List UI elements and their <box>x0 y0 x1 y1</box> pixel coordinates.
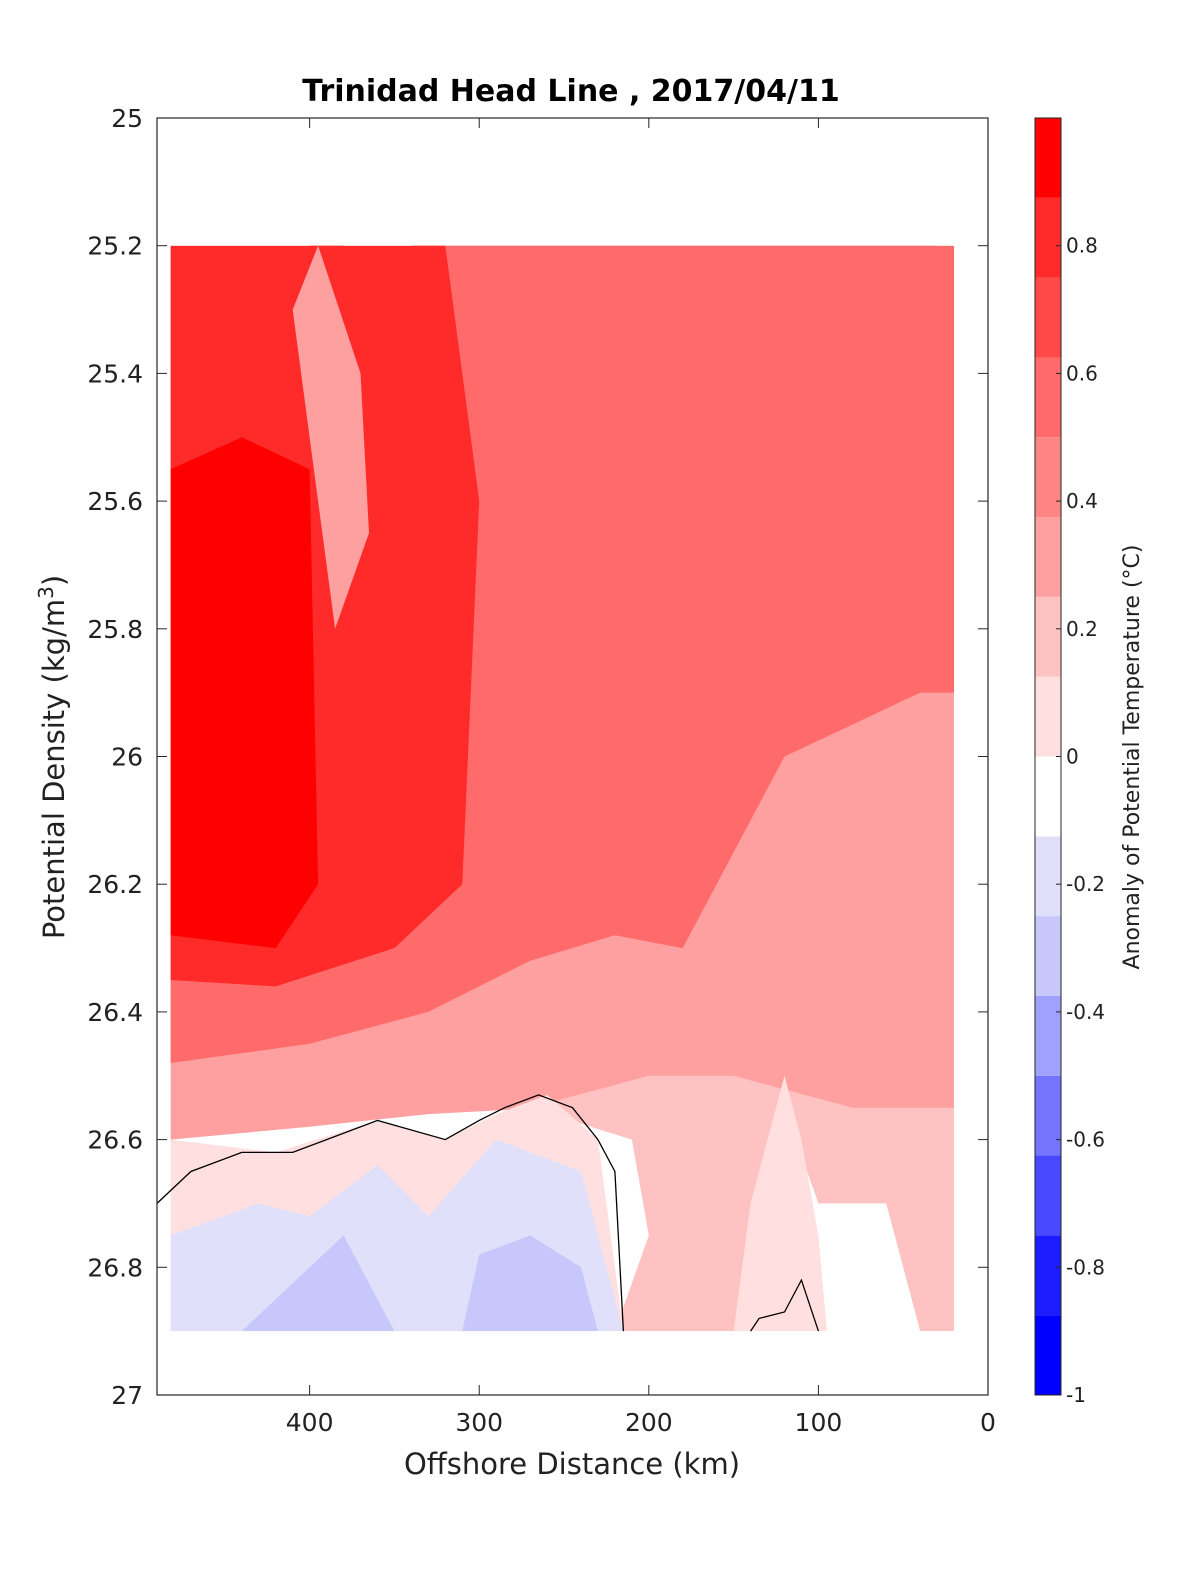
colorbar-tick-label: 0.6 <box>1066 361 1098 385</box>
y-axis-label-superscript: 3 <box>34 586 58 599</box>
y-tick-label: 25.6 <box>87 487 143 516</box>
y-axis-label-main: Potential Density (kg/m <box>37 599 71 939</box>
no-data-left-mask <box>157 118 171 1332</box>
contour-region-10 <box>733 1075 827 1332</box>
no-data-bottom-mask <box>157 1331 988 1395</box>
y-tick-label: 25.2 <box>87 232 143 261</box>
y-tick-label: 26.6 <box>87 1126 143 1155</box>
y-tick-label: 25 <box>111 104 143 133</box>
x-tick-label: 200 <box>625 1408 673 1437</box>
colorbar-swatch <box>1035 995 1061 1076</box>
chart-title: Trinidad Head Line , 2017/04/11 <box>302 74 839 109</box>
colorbar-swatch <box>1035 1235 1061 1316</box>
x-tick-label: 400 <box>286 1408 334 1437</box>
colorbar-tick-label: 0.2 <box>1066 617 1098 641</box>
contour-region-8 <box>241 1235 395 1332</box>
colorbar-swatches <box>1035 118 1061 1395</box>
colorbar-tick-label: -1 <box>1066 1383 1086 1407</box>
contour-region-9 <box>462 1235 598 1332</box>
x-ticks: 400 300 200 100 0 <box>286 118 996 1437</box>
y-tick-label: 26.8 <box>87 1253 143 1282</box>
colorbar-swatch <box>1035 277 1061 358</box>
colorbar-swatch <box>1035 357 1061 438</box>
x-axis-label: Offshore Distance (km) <box>404 1447 740 1481</box>
colorbar-swatch <box>1035 197 1061 278</box>
colorbar-label: Anomaly of Potential Temperature (°C) <box>1120 545 1145 970</box>
contour-region-5 <box>530 1075 955 1332</box>
y-tick-label: 26.4 <box>87 998 143 1027</box>
y-tick-label: 26.2 <box>87 870 143 899</box>
colorbar-tick-label: -0.8 <box>1066 1255 1105 1279</box>
colorbar-swatch <box>1035 1315 1061 1395</box>
colorbar-frame <box>1034 117 1062 1396</box>
colorbar-swatch <box>1035 756 1061 837</box>
no-data-top-mask <box>157 118 988 246</box>
contour-region-4 <box>292 245 369 629</box>
colorbar-swatch <box>1035 1155 1061 1236</box>
colorbar-tick-label: 0 <box>1066 745 1079 769</box>
y-ticks: 25 25.2 25.4 25.6 25.8 26 26.2 26.4 26.6 26.8 27 <box>87 104 988 1410</box>
y-tick-label: 27 <box>111 1381 143 1410</box>
x-tick-label: 100 <box>795 1408 843 1437</box>
zero-contour-line-1 <box>750 1278 820 1332</box>
colorbar-swatch <box>1035 118 1061 198</box>
colorbar-ticks: 0.8 0.6 0.4 0.2 0 -0.2 -0.4 -0.6 -0.8 -1 <box>1056 234 1105 1407</box>
colorbar-swatch <box>1035 596 1061 677</box>
contour-fills <box>157 118 988 1395</box>
y-tick-label: 25.8 <box>87 615 143 644</box>
contour-region-3 <box>170 437 319 949</box>
y-axis-label-end: ) <box>37 575 71 586</box>
plot-area: 400 300 200 100 0 25 25.2 25.4 25.6 25.8 26 26.2 26… <box>87 104 996 1437</box>
colorbar-tick-label: -0.4 <box>1066 1000 1105 1024</box>
colorbar: 0.8 0.6 0.4 0.2 0 -0.2 -0.4 -0.6 -0.8 -1 <box>1034 117 1105 1407</box>
contour-lines <box>156 1094 820 1332</box>
x-tick-label: 0 <box>980 1408 996 1437</box>
y-tick-label: 25.4 <box>87 359 143 388</box>
x-tick-label: 300 <box>455 1408 503 1437</box>
colorbar-swatch <box>1035 1075 1061 1156</box>
y-axis-label: Potential Density (kg/m3) <box>34 575 71 939</box>
zero-contour-line-0 <box>156 1094 625 1332</box>
y-tick-label: 26 <box>111 743 143 772</box>
colorbar-swatch <box>1035 517 1061 597</box>
colorbar-swatch <box>1035 836 1061 917</box>
colorbar-swatch <box>1035 916 1061 996</box>
colorbar-tick-label: 0.8 <box>1066 234 1098 258</box>
colorbar-swatch <box>1035 676 1061 757</box>
colorbar-tick-label: -0.6 <box>1066 1128 1105 1152</box>
colorbar-swatch <box>1035 437 1061 518</box>
colorbar-tick-label: -0.2 <box>1066 872 1105 896</box>
colorbar-tick-label: 0.4 <box>1066 489 1098 513</box>
